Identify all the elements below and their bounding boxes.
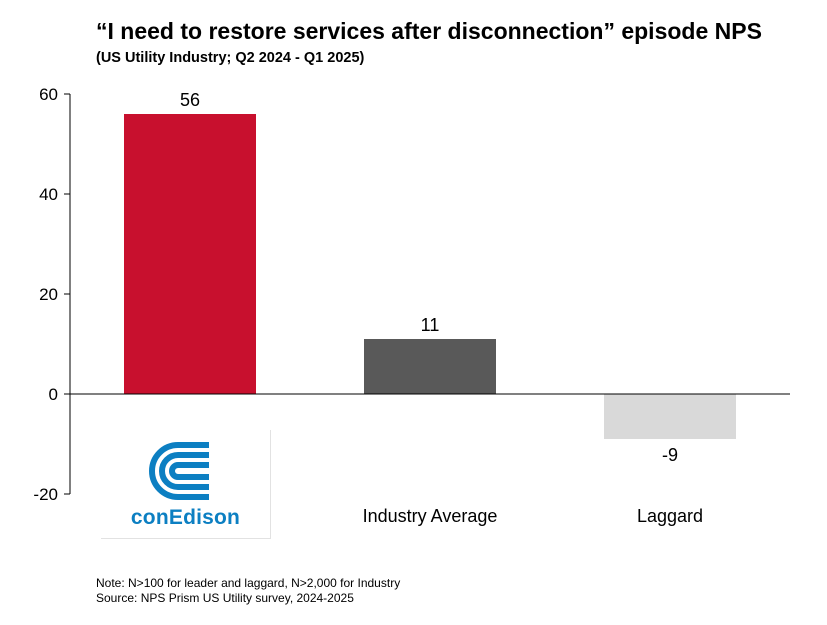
y-tick-label: 40 (39, 185, 58, 204)
footnotes: Note: N>100 for leader and laggard, N>2,… (96, 576, 400, 606)
data-label: -9 (662, 445, 678, 465)
y-tick-label: 20 (39, 285, 58, 304)
bar (364, 339, 496, 394)
footnote-note: Note: N>100 for leader and laggard, N>2,… (96, 576, 401, 590)
chart-title: “I need to restore services after discon… (96, 18, 762, 44)
category-label: Industry Average (363, 506, 498, 526)
conedison-logo-icon (149, 442, 209, 500)
footnote-source: Source: NPS Prism US Utility survey, 202… (96, 591, 354, 605)
y-tick-label: 60 (39, 85, 58, 104)
data-label: 56 (180, 90, 200, 110)
chart-subtitle: (US Utility Industry; Q2 2024 - Q1 2025) (96, 50, 365, 66)
category-label: Laggard (637, 506, 703, 526)
bar (604, 394, 736, 439)
y-tick-label: 0 (49, 385, 58, 404)
data-label: 11 (421, 315, 440, 335)
conedison-logo: conEdison (101, 430, 271, 539)
y-tick-label: -20 (33, 485, 58, 504)
bar (124, 114, 256, 394)
conedison-wordmark: conEdison (130, 506, 241, 529)
